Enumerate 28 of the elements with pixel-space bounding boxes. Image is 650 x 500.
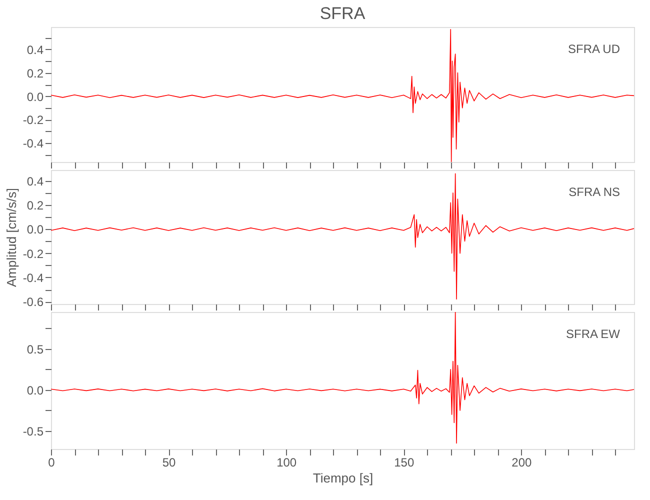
- y-tick-label: -0.5: [22, 424, 44, 438]
- y-tick-label: -0.2: [22, 113, 44, 128]
- line-series: [51, 312, 634, 444]
- x-tick-label: 100: [276, 456, 297, 470]
- y-tick-label: 0.5: [26, 342, 44, 356]
- y-tick-label: 0.0: [26, 383, 44, 398]
- y-tick-label: 0.4: [26, 42, 44, 57]
- chart-title: SFRA: [320, 4, 366, 23]
- y-tick-label: 0.2: [26, 66, 44, 80]
- annotation: SFRA NS: [568, 185, 620, 199]
- annotation: SFRA UD: [568, 42, 620, 56]
- y-tick-label: 0.0: [26, 222, 44, 237]
- line-series: [51, 173, 634, 300]
- annotation: SFRA EW: [566, 327, 621, 341]
- y-tick-label: 0.2: [26, 198, 44, 213]
- y-tick-label: -0.4: [22, 270, 44, 285]
- x-tick-label: 50: [162, 456, 176, 470]
- y-axis-title: Amplitud [cm/s/s]: [4, 188, 19, 287]
- x-tick-label: 200: [512, 456, 532, 470]
- x-axis-title: Tiempo [s]: [312, 470, 374, 486]
- y-tick-label: -0.6: [22, 295, 44, 310]
- y-tick-label: -0.2: [22, 246, 44, 261]
- line-series: [51, 28, 634, 162]
- x-tick-label: 150: [394, 456, 414, 470]
- y-tick-label: 0.4: [26, 174, 44, 188]
- y-tick-label: -0.4: [22, 136, 44, 151]
- y-tick-label: 0.0: [26, 90, 44, 104]
- x-tick-label: 0: [48, 456, 56, 470]
